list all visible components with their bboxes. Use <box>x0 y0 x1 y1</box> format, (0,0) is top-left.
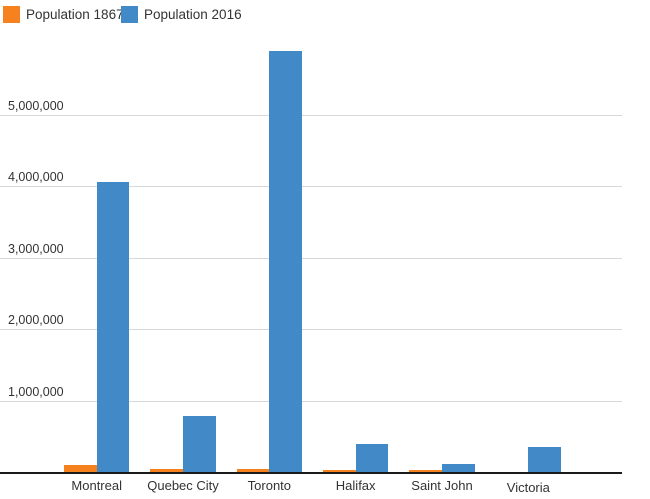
legend-item-population-2016[interactable]: Population 2016 <box>121 6 242 23</box>
x-axis-label-victoria: Victoria <box>506 479 550 495</box>
legend-label-population-1867: Population 1867 <box>26 7 124 22</box>
gridline-1000000 <box>0 400 622 402</box>
bar-halifax-population-1867 <box>323 469 356 473</box>
y-axis-label-2000000: 2,000,000 <box>8 313 64 328</box>
legend-label-population-2016: Population 2016 <box>144 7 242 22</box>
bar-halifax-population-2016 <box>355 444 389 473</box>
x-axis-label-halifax: Halifax <box>335 477 376 493</box>
bar-quebec-city-population-1867 <box>150 468 184 473</box>
bar-saint-john-population-1867 <box>409 470 442 473</box>
legend-swatch-population-2016 <box>121 6 138 23</box>
legend-item-population-1867[interactable]: Population 1867 <box>3 6 124 23</box>
y-axis-label-3000000: 3,000,000 <box>8 241 64 256</box>
x-axis-label-toronto: Toronto <box>247 477 292 493</box>
y-axis-label-5000000: 5,000,000 <box>8 98 64 113</box>
x-axis-label-montreal: Montreal <box>71 477 122 493</box>
bar-montreal-population-2016 <box>96 181 130 473</box>
gridline-3000000 <box>0 257 622 259</box>
y-axis-label-1000000: 1,000,000 <box>8 384 64 399</box>
bar-montreal-population-1867 <box>64 465 97 473</box>
legend-swatch-population-1867 <box>3 6 20 23</box>
bar-quebec-city-population-2016 <box>183 416 216 473</box>
x-axis-label-quebec-city: Quebec City <box>147 477 219 493</box>
bar-victoria-population-2016 <box>528 446 561 473</box>
bar-toronto-population-1867 <box>236 468 270 473</box>
gridline-5000000 <box>0 114 622 116</box>
bar-toronto-population-2016 <box>269 50 302 473</box>
gridline-2000000 <box>0 329 622 331</box>
gridline-4000000 <box>0 186 622 188</box>
bar-saint-john-population-2016 <box>442 463 475 473</box>
x-axis-line <box>0 472 622 474</box>
x-axis-label-saint-john: Saint John <box>411 477 473 493</box>
y-axis-label-4000000: 4,000,000 <box>8 170 64 185</box>
